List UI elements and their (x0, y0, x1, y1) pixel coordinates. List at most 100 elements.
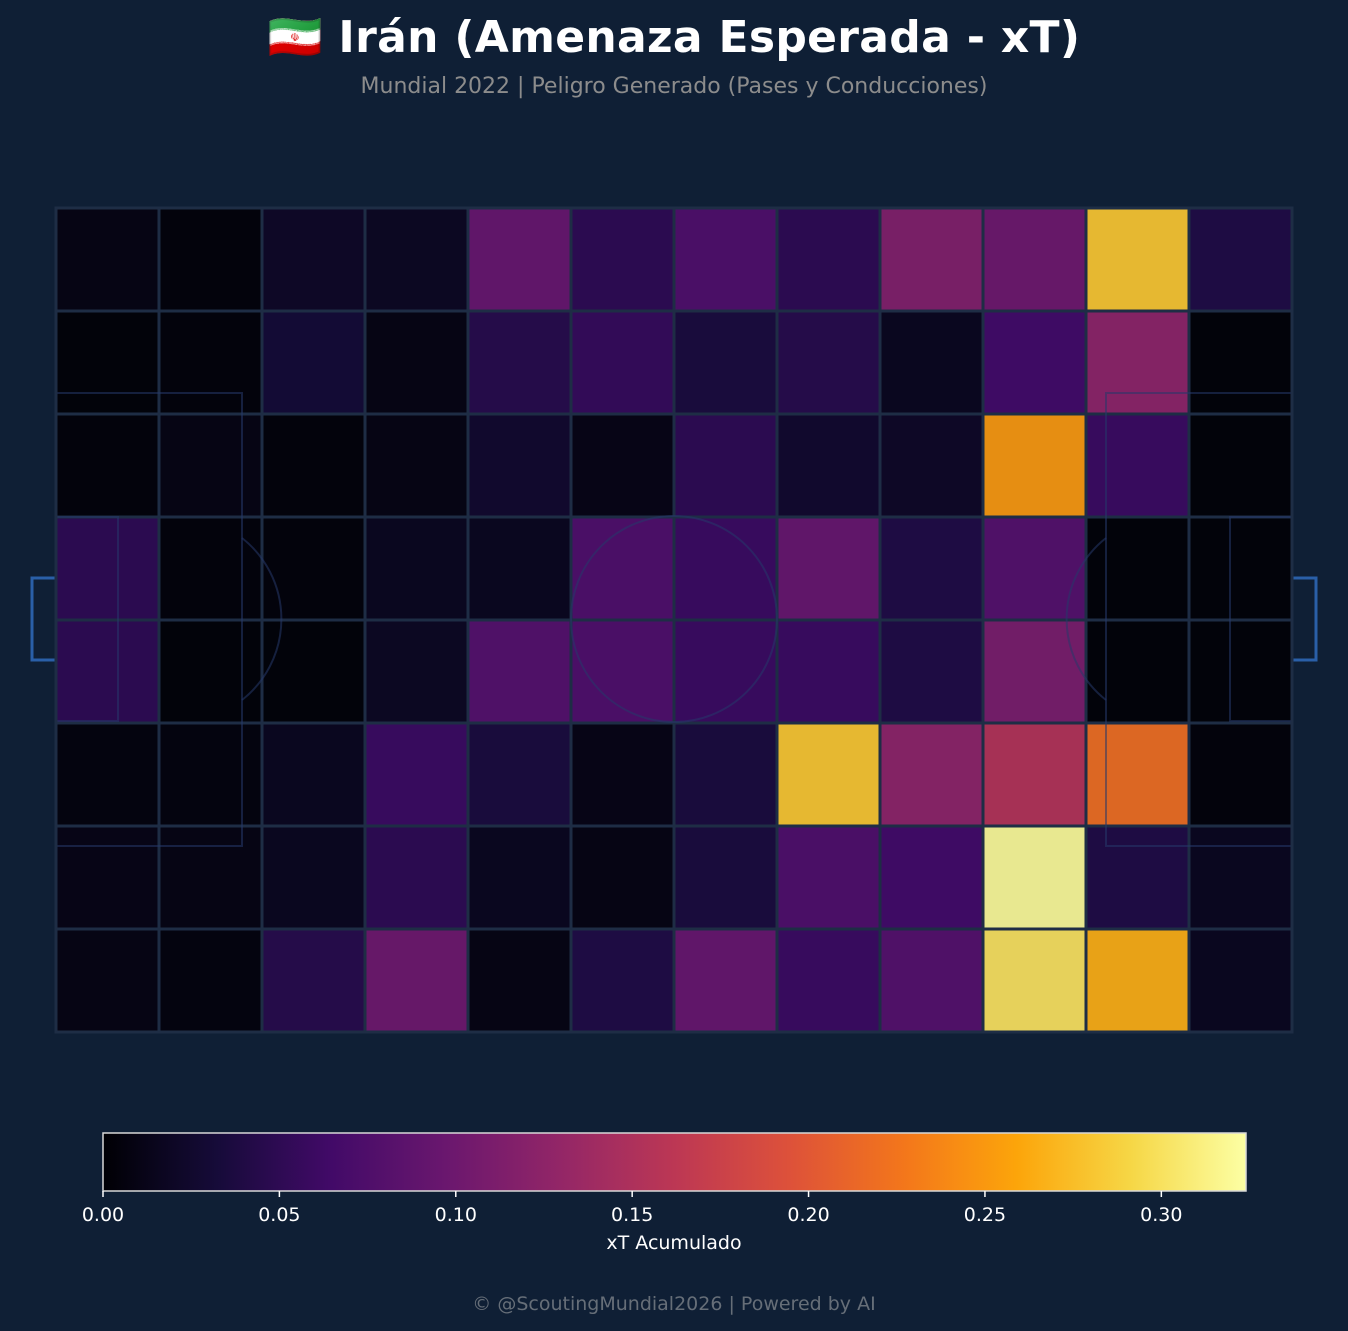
chart-subtitle: Mundial 2022 | Peligro Generado (Pases y… (360, 74, 988, 99)
heatmap-cell (1084, 206, 1191, 313)
heatmap-cell (1084, 412, 1191, 519)
heatmap-cell (157, 206, 264, 313)
heatmap-cell (672, 515, 779, 622)
heatmap-cell (157, 927, 264, 1034)
heatmap-cell (981, 618, 1088, 725)
heatmap-cell (569, 927, 676, 1034)
heatmap-cell (54, 206, 161, 313)
heatmap-cell (54, 824, 161, 931)
heatmap-cell (260, 618, 367, 725)
heatmap-cell (569, 412, 676, 519)
heatmap-cell (878, 515, 985, 622)
heatmap-cell (878, 206, 985, 313)
heatmap-cell (1084, 309, 1191, 416)
heatmap-cell (1187, 824, 1294, 931)
heatmap-cell (363, 824, 470, 931)
heatmap-cell (260, 412, 367, 519)
heatmap-cell (775, 515, 882, 622)
heatmap-cell (157, 309, 264, 416)
heatmap-cell (981, 927, 1088, 1034)
pitch-overlay (54, 206, 1294, 1034)
heatmap-cell (672, 824, 779, 931)
heatmap-cell (466, 927, 573, 1034)
heatmap-cell (363, 309, 470, 416)
heatmap-cell (1084, 927, 1191, 1034)
colorbar-tick-label: 0.10 (435, 1204, 477, 1226)
right-goal (1290, 576, 1318, 662)
heatmap-cell (672, 206, 779, 313)
heatmap-cell (878, 927, 985, 1034)
heatmap-cell (569, 721, 676, 828)
heatmap-cell (775, 824, 882, 931)
footer-credit: © @ScoutingMundial2026 | Powered by AI (472, 1293, 876, 1315)
heatmap-cell (157, 515, 264, 622)
heatmap-cell (981, 309, 1088, 416)
heatmap-cell (1187, 309, 1294, 416)
heatmap-cell (1084, 515, 1191, 622)
heatmap-cell (775, 412, 882, 519)
heatmap-cell (1084, 824, 1191, 931)
heatmap-cell (54, 309, 161, 416)
heatmap-cell (466, 515, 573, 622)
pitch-border (54, 206, 1294, 1034)
colorbar-tick-label: 0.05 (258, 1204, 300, 1226)
center-circle (570, 515, 778, 723)
heatmap-cell (775, 206, 882, 313)
heatmap-cell (569, 515, 676, 622)
heatmap-cell (54, 515, 161, 622)
heatmap-cell (466, 206, 573, 313)
colorbar: 0.00 0.05 0.10 0.15 0.20 0.25 0.30 (82, 1132, 1247, 1226)
heatmap-cell (260, 515, 367, 622)
heatmap-cell (157, 721, 264, 828)
heatmap-cell (466, 618, 573, 725)
heatmap-cell (363, 927, 470, 1034)
heatmap-cell (878, 309, 985, 416)
heatmap-cell (157, 618, 264, 725)
heatmap-cell (363, 515, 470, 622)
heatmap-cell (1187, 412, 1294, 519)
heatmap-cell (672, 721, 779, 828)
colorbar-tick-label: 0.20 (787, 1204, 829, 1226)
heatmap-cell (157, 412, 264, 519)
heatmap-cell (54, 721, 161, 828)
colorbar-tick-label: 0.15 (611, 1204, 653, 1226)
heatmap-cell (981, 515, 1088, 622)
heatmap-cell (981, 721, 1088, 828)
left-goal (30, 576, 58, 662)
heatmap-cell (878, 412, 985, 519)
heatmap-cell (260, 721, 367, 828)
heatmap-cell (466, 309, 573, 416)
heatmap-cell (569, 618, 676, 725)
colorbar-tick-label: 0.25 (964, 1204, 1006, 1226)
heatmap-cell (569, 309, 676, 416)
heatmap-cell (1187, 721, 1294, 828)
heatmap-cell (260, 206, 367, 313)
heatmap-cell (775, 618, 882, 725)
colorbar-tick-label: 0.30 (1140, 1204, 1182, 1226)
heatmap-cell (260, 927, 367, 1034)
heatmap-cell (466, 412, 573, 519)
heatmap-cell (363, 618, 470, 725)
heatmap-cell (54, 927, 161, 1034)
heatmap-cell (672, 412, 779, 519)
heatmap-cell (775, 927, 882, 1034)
heatmap-cell (981, 824, 1088, 931)
heatmap-cell (672, 309, 779, 416)
colorbar-tick-label: 0.00 (82, 1204, 124, 1226)
heatmap-cell (260, 309, 367, 416)
heatmap-cell (981, 206, 1088, 313)
heatmap-cell (260, 824, 367, 931)
heatmap-cell (363, 412, 470, 519)
heatmap-cell (878, 618, 985, 725)
heatmap-cell (878, 824, 985, 931)
heatmap-cell (363, 206, 470, 313)
heatmap-cell (466, 824, 573, 931)
heatmap-cell (54, 618, 161, 725)
heatmap-cell (981, 412, 1088, 519)
heatmap-cell (775, 721, 882, 828)
colorbar-label: xT Acumulado (606, 1232, 742, 1254)
heatmap-cell (878, 721, 985, 828)
heatmap-cell (1187, 206, 1294, 313)
chart-title: 🇮🇷 Irán (Amenaza Esperada - xT) (267, 12, 1081, 63)
